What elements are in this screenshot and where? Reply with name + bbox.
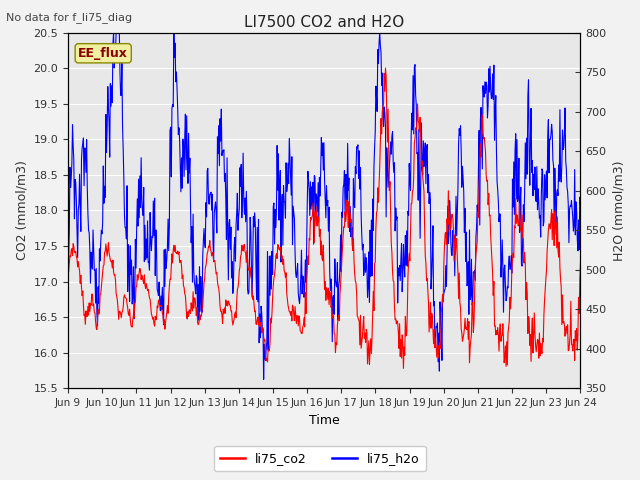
Y-axis label: CO2 (mmol/m3): CO2 (mmol/m3) bbox=[15, 160, 28, 260]
X-axis label: Time: Time bbox=[309, 414, 340, 427]
Text: No data for f_li75_diag: No data for f_li75_diag bbox=[6, 12, 132, 23]
Title: LI7500 CO2 and H2O: LI7500 CO2 and H2O bbox=[244, 15, 404, 30]
Text: EE_flux: EE_flux bbox=[78, 47, 128, 60]
Y-axis label: H2O (mmol/m3): H2O (mmol/m3) bbox=[612, 160, 625, 261]
Legend: li75_co2, li75_h2o: li75_co2, li75_h2o bbox=[214, 446, 426, 471]
